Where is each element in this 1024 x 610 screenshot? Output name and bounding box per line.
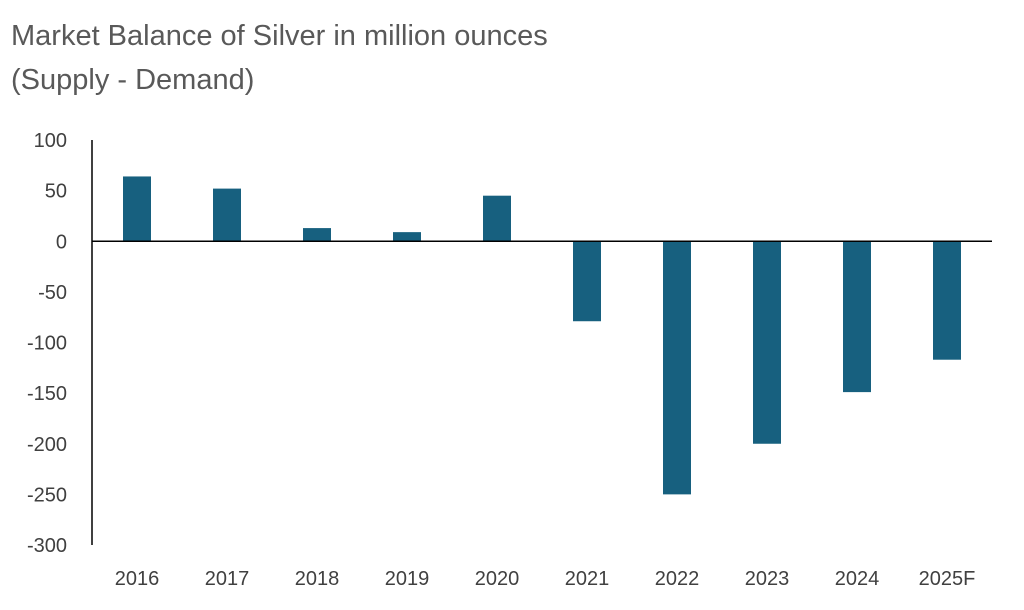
y-tick-label: -100 bbox=[27, 333, 67, 355]
bar-2017 bbox=[213, 188, 241, 242]
chart-title-line-1: Market Balance of Silver in million ounc… bbox=[11, 20, 548, 52]
chart-title: Market Balance of Silver in million ounc… bbox=[11, 14, 548, 102]
bar-2019 bbox=[393, 232, 421, 242]
bar-2018 bbox=[303, 228, 331, 242]
x-tick-label: 2024 bbox=[835, 568, 880, 590]
y-tick-label: 50 bbox=[45, 181, 67, 203]
y-tick-label: -50 bbox=[38, 282, 67, 304]
y-tick-label: 100 bbox=[34, 130, 67, 152]
x-tick-label: 2017 bbox=[205, 568, 250, 590]
bar-2025f bbox=[933, 241, 961, 360]
bar-2021 bbox=[573, 241, 601, 322]
x-tick-label: 2023 bbox=[745, 568, 790, 590]
bar-2016 bbox=[123, 176, 151, 242]
x-tick-label: 2025F bbox=[919, 568, 976, 590]
y-axis-ticks: 100 50 0 -50 -100 -150 -200 -250 -300 bbox=[27, 130, 67, 557]
x-tick-label: 2016 bbox=[115, 568, 160, 590]
bar-2024 bbox=[843, 241, 871, 393]
bar-2022 bbox=[663, 241, 691, 495]
y-tick-label: -300 bbox=[27, 535, 67, 557]
y-tick-label: -200 bbox=[27, 434, 67, 456]
y-tick-label: -150 bbox=[27, 383, 67, 405]
y-tick-label: -250 bbox=[27, 484, 67, 506]
x-tick-label: 2021 bbox=[565, 568, 610, 590]
x-tick-label: 2018 bbox=[295, 568, 340, 590]
x-tick-label: 2022 bbox=[655, 568, 700, 590]
bar-2020 bbox=[483, 195, 511, 242]
x-tick-label: 2020 bbox=[475, 568, 520, 590]
chart-title-line-2: (Supply - Demand) bbox=[11, 64, 255, 96]
y-tick-label: 0 bbox=[56, 231, 67, 253]
bars bbox=[123, 176, 961, 495]
x-tick-label: 2019 bbox=[385, 568, 430, 590]
x-axis-ticks: 2016 2017 2018 2019 2020 2021 2022 2023 2024 2025… bbox=[115, 568, 976, 590]
bar-2023 bbox=[753, 241, 781, 444]
